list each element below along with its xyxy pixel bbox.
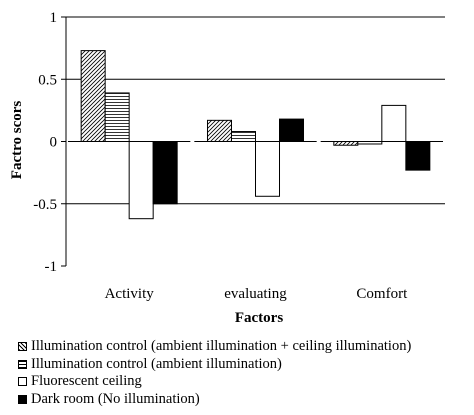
legend-swatch (18, 342, 27, 352)
bar-white-1 (255, 141, 281, 197)
x-axis-title: Factors (235, 310, 283, 326)
x-category-label: evaluating (224, 286, 287, 302)
bar-white-0 (128, 141, 154, 220)
legend-swatch (18, 377, 27, 387)
bar-horizontal-0 (104, 92, 130, 142)
legend-label: Fluorescent ceiling (31, 373, 142, 390)
y-tick-label: -1 (45, 259, 58, 275)
bar-black-2 (405, 141, 431, 171)
y-tick-label: 0 (50, 135, 58, 151)
bar-horizontal-1 (230, 131, 257, 142)
legend-swatch (18, 394, 27, 404)
x-category-label: Activity (105, 286, 155, 302)
legend-item: Fluorescent ceiling (18, 373, 411, 391)
legend-swatch (18, 359, 27, 369)
bar-black-1 (279, 118, 305, 142)
y-tick-label: 1 (50, 10, 58, 26)
bar-white-2 (381, 104, 407, 142)
chart-legend: Illumination control (ambient illuminati… (18, 338, 411, 408)
bar-diagonal-1 (206, 119, 232, 142)
legend-item: Illumination control (ambient illuminati… (18, 338, 411, 356)
y-axis-title: Factro scors (9, 101, 25, 180)
y-tick-label: 0.5 (38, 72, 57, 88)
legend-item: Illumination control (ambient illuminati… (18, 356, 411, 374)
legend-item: Dark room (No illumination) (18, 391, 411, 409)
legend-label: Dark room (No illumination) (31, 390, 200, 407)
legend-label: Illumination control (ambient illuminati… (31, 338, 412, 355)
bar-diagonal-2 (333, 141, 359, 146)
legend-label: Illumination control (ambient illuminati… (31, 355, 282, 372)
x-category-label: Comfort (356, 286, 408, 302)
bar-diagonal-0 (80, 50, 106, 143)
y-tick-label: -0.5 (33, 197, 57, 213)
bar-black-0 (152, 141, 178, 205)
